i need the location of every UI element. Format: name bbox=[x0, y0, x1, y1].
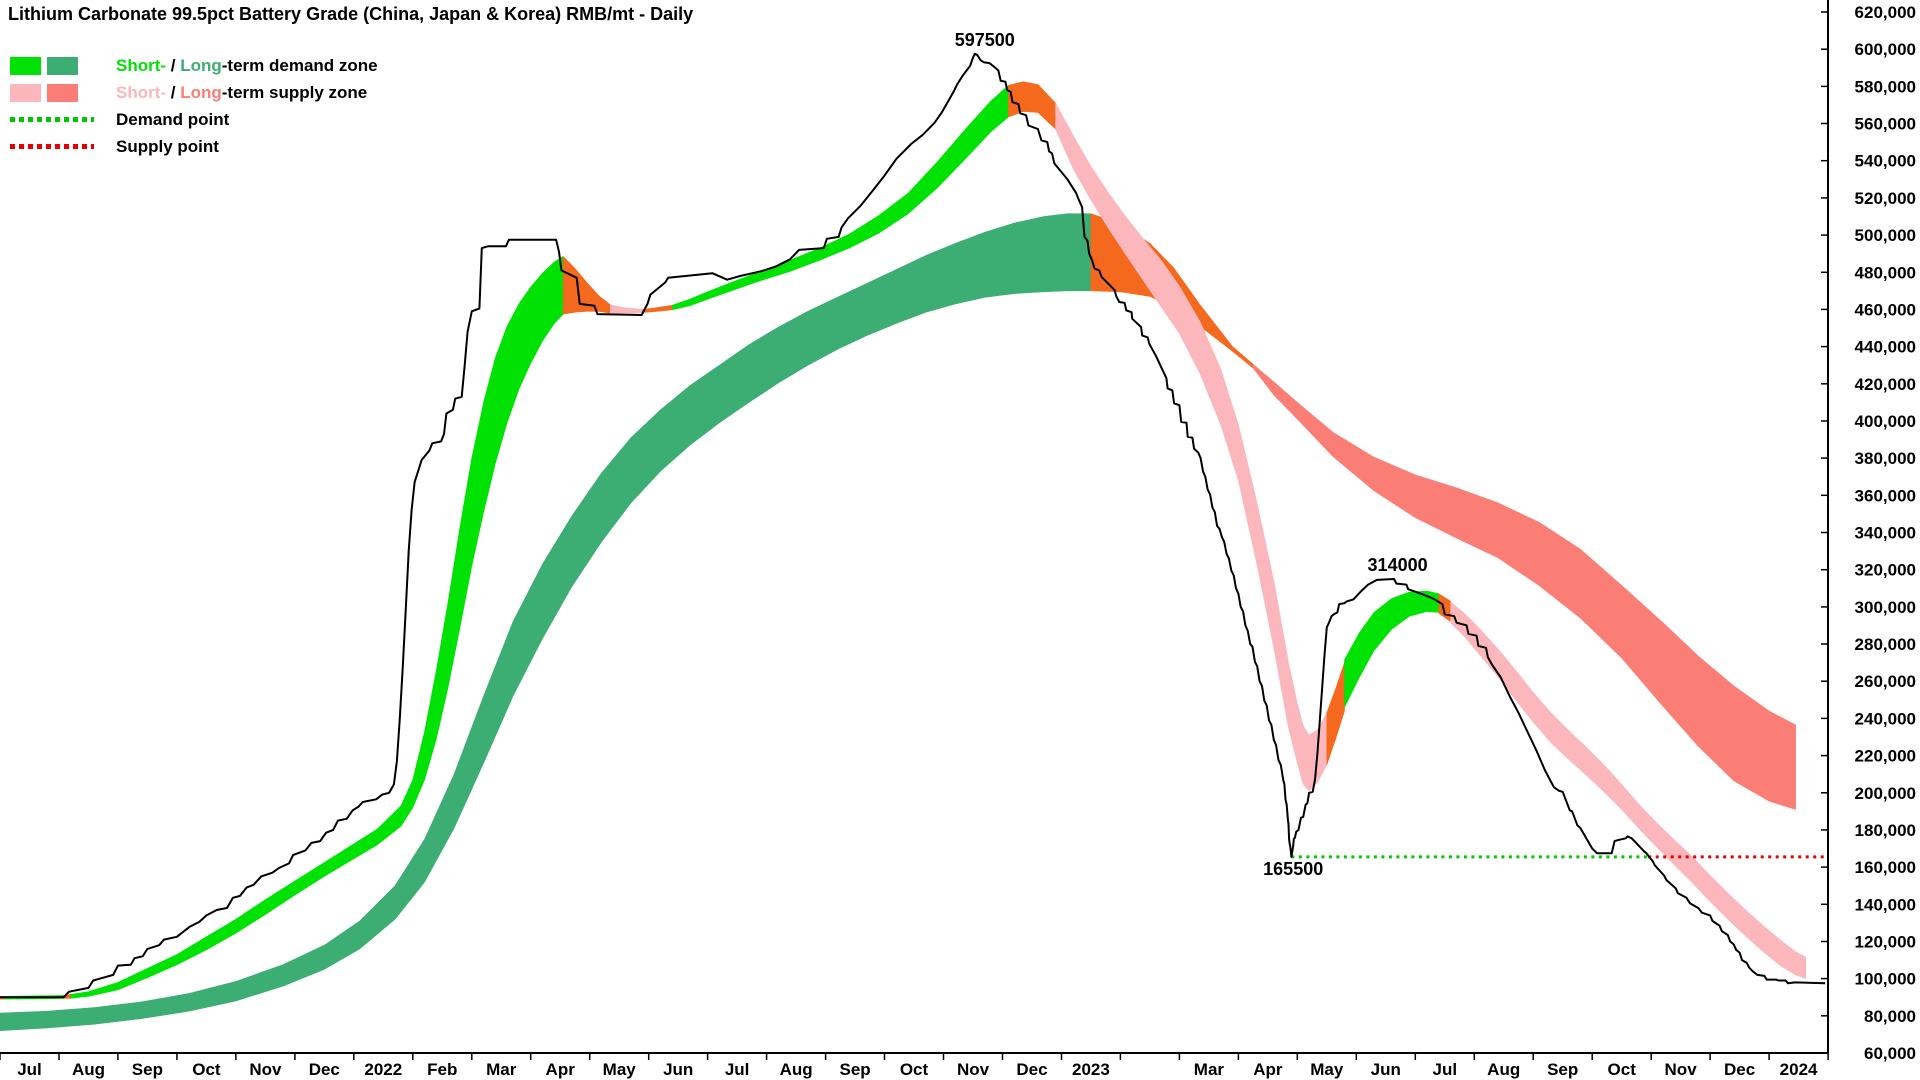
x-tick-label: Mar bbox=[1194, 1060, 1225, 1079]
x-tick-label: May bbox=[603, 1060, 637, 1079]
legend-row-demand-point: Demand point bbox=[10, 106, 378, 133]
short-term-band bbox=[0, 81, 1806, 1000]
annotation-314000: 314000 bbox=[1368, 555, 1428, 575]
supply-zone-short: Short- bbox=[116, 82, 167, 102]
supply-point-label: Supply point bbox=[116, 136, 219, 156]
x-tick-label: 2022 bbox=[364, 1060, 402, 1079]
legend-row-demand-zone: Short- / Long-term demand zone bbox=[10, 52, 378, 79]
short-demand-2021 bbox=[70, 255, 564, 999]
x-tick-label: Aug bbox=[72, 1060, 105, 1079]
x-tick-label: Jul bbox=[1433, 1060, 1458, 1079]
long-supply-swatch-icon bbox=[47, 83, 78, 102]
y-tick-label: 500,000 bbox=[1855, 226, 1916, 245]
x-tick-label: 2023 bbox=[1072, 1060, 1110, 1079]
y-tick-label: 140,000 bbox=[1855, 895, 1916, 914]
x-tick-label: Nov bbox=[1665, 1060, 1698, 1079]
demand-zone-long: Long bbox=[180, 55, 222, 75]
x-tick-label: Aug bbox=[780, 1060, 813, 1079]
demand-point-dotted-icon bbox=[10, 117, 94, 122]
y-tick-label: 520,000 bbox=[1855, 189, 1916, 208]
supply-point-dotted-icon bbox=[10, 144, 94, 149]
x-tick-label: Sep bbox=[132, 1060, 163, 1079]
y-tick-label: 360,000 bbox=[1855, 486, 1916, 505]
y-tick-label: 380,000 bbox=[1855, 449, 1916, 468]
y-tick-label: 120,000 bbox=[1855, 933, 1916, 952]
annotation-165500: 165500 bbox=[1263, 859, 1323, 879]
y-tick-label: 160,000 bbox=[1855, 858, 1916, 877]
x-tick-label: Sep bbox=[840, 1060, 871, 1079]
demand-zone-short: Short- bbox=[116, 55, 167, 75]
x-tick-label: Apr bbox=[546, 1060, 576, 1079]
x-tick-label: Nov bbox=[249, 1060, 282, 1079]
supply-zone-label: Short- / Long-term supply zone bbox=[116, 82, 368, 102]
y-tick-label: 180,000 bbox=[1855, 821, 1916, 840]
x-tick-label: Apr bbox=[1253, 1060, 1283, 1079]
annotation-597500: 597500 bbox=[955, 30, 1015, 50]
y-tick-label: 80,000 bbox=[1864, 1007, 1916, 1026]
short-supply-h2-2023 bbox=[1450, 601, 1806, 980]
y-tick-label: 200,000 bbox=[1855, 784, 1916, 803]
y-tick-label: 480,000 bbox=[1855, 263, 1916, 282]
y-tick-label: 340,000 bbox=[1855, 524, 1916, 543]
x-tick-label: Oct bbox=[192, 1060, 221, 1079]
x-tick-label: Nov bbox=[957, 1060, 990, 1079]
x-tick-label: Oct bbox=[900, 1060, 929, 1079]
long-demand-swatch-icon bbox=[47, 56, 78, 75]
demand-point-label: Demand point bbox=[116, 109, 230, 129]
price-line bbox=[0, 52, 1826, 999]
short-transition-jul23 bbox=[1438, 593, 1451, 623]
annotations: 597500 314000 165500 bbox=[955, 30, 1428, 879]
y-tick-label: 220,000 bbox=[1855, 747, 1916, 766]
y-tick-label: 600,000 bbox=[1855, 40, 1916, 59]
short-transition-may23 bbox=[1326, 662, 1345, 765]
supply-zone-long: Long bbox=[180, 82, 222, 102]
x-tick-label: Dec bbox=[1016, 1060, 1047, 1079]
y-tick-label: 560,000 bbox=[1855, 115, 1916, 134]
y-tick-label: 440,000 bbox=[1855, 338, 1916, 357]
x-tick-label: Jun bbox=[1371, 1060, 1401, 1079]
x-tick-label: Aug bbox=[1487, 1060, 1520, 1079]
x-tick-label: Jul bbox=[17, 1060, 42, 1079]
y-tick-label: 300,000 bbox=[1855, 598, 1916, 617]
x-tick-label: Jun bbox=[663, 1060, 693, 1079]
x-axis: Jul Aug Sep Oct Nov Dec 2022 Feb Mar Apr May Jun Jul… bbox=[0, 1052, 1829, 1079]
y-tick-label: 280,000 bbox=[1855, 635, 1916, 654]
demand-zone-label: Short- / Long-term demand zone bbox=[116, 55, 378, 75]
x-tick-label: Mar bbox=[486, 1060, 517, 1079]
short-supply-2023 bbox=[1055, 102, 1328, 792]
y-tick-label: 320,000 bbox=[1855, 561, 1916, 580]
x-tick-label: Oct bbox=[1608, 1060, 1637, 1079]
x-tick-label: Dec bbox=[309, 1060, 340, 1079]
y-tick-label: 460,000 bbox=[1855, 300, 1916, 319]
y-tick-label: 100,000 bbox=[1855, 970, 1916, 989]
y-tick-label: 60,000 bbox=[1864, 1044, 1916, 1063]
short-supply-may22 bbox=[609, 304, 644, 314]
page-title: Lithium Carbonate 99.5pct Battery Grade … bbox=[8, 4, 694, 24]
x-tick-label: Sep bbox=[1547, 1060, 1578, 1079]
short-transition-nov22 bbox=[1008, 81, 1056, 130]
y-tick-label: 400,000 bbox=[1855, 412, 1916, 431]
y-tick-label: 620,000 bbox=[1855, 3, 1916, 22]
short-supply-swatch-icon bbox=[10, 83, 41, 102]
y-tick-label: 420,000 bbox=[1855, 375, 1916, 394]
x-tick-label: May bbox=[1310, 1060, 1344, 1079]
y-tick-label: 540,000 bbox=[1855, 152, 1916, 171]
x-tick-label: Dec bbox=[1724, 1060, 1755, 1079]
x-tick-label: Jul bbox=[725, 1060, 750, 1079]
x-tick-label: 2024 bbox=[1780, 1060, 1818, 1079]
y-tick-label: 260,000 bbox=[1855, 672, 1916, 691]
y-axis: 60,000 80,000 100,000 120,000 140,000 160,000… bbox=[1821, 0, 1916, 1063]
x-tick-label: Feb bbox=[427, 1060, 457, 1079]
short-demand-jun23 bbox=[1344, 590, 1440, 708]
y-tick-label: 580,000 bbox=[1855, 77, 1916, 96]
legend: Short- / Long-term demand zone Short- / … bbox=[10, 52, 378, 160]
short-demand-swatch-icon bbox=[10, 56, 41, 75]
long-term-supply-zone bbox=[1252, 363, 1796, 810]
legend-row-supply-point: Supply point bbox=[10, 133, 378, 160]
legend-row-supply-zone: Short- / Long-term supply zone bbox=[10, 79, 378, 106]
y-tick-label: 240,000 bbox=[1855, 709, 1916, 728]
